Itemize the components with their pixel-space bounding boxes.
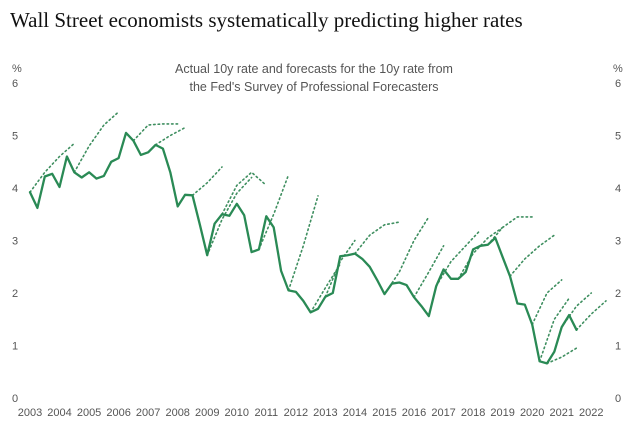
x-tick-2014: 2014 [343,407,367,419]
forecast-line-21 [546,347,578,365]
x-tick-2010: 2010 [225,407,249,419]
y-tick-right-4: 4 [615,183,621,195]
x-tick-2007: 2007 [136,407,160,419]
forecast-line-6 [206,176,253,256]
y-tick-right-1: 1 [615,341,621,353]
forecast-line-5 [191,166,223,197]
forecast-line-19 [531,279,563,326]
y-axis-right: 0 1 2 3 4 5 6 [615,78,621,405]
x-tick-2019: 2019 [490,407,514,419]
forecast-line-1 [29,142,76,193]
x-tick-2021: 2021 [549,407,573,419]
forecast-line-14 [413,245,445,299]
y-tick-right-3: 3 [615,236,621,248]
forecast-line-12 [354,221,401,255]
y-unit-right: % [613,63,623,75]
forecast-line-3 [132,123,179,142]
x-tick-2020: 2020 [520,407,544,419]
x-tick-2017: 2017 [431,407,455,419]
forecast-line-18 [509,234,556,278]
forecast-line-2 [73,111,120,174]
forecast-line-11 [324,239,356,298]
x-tick-2015: 2015 [372,407,396,419]
x-tick-2008: 2008 [165,407,189,419]
x-tick-2022: 2022 [579,407,603,419]
x-tick-2013: 2013 [313,407,337,419]
y-tick-left-1: 1 [12,341,18,353]
x-tick-2011: 2011 [254,407,278,419]
x-tick-2016: 2016 [402,407,426,419]
forecast-lines [29,111,607,365]
x-tick-2012: 2012 [284,407,308,419]
forecast-line-23 [575,300,607,331]
y-unit-left: % [12,63,22,75]
x-tick-2005: 2005 [77,407,101,419]
forecast-line-10 [309,263,342,314]
y-tick-right-5: 5 [615,131,621,143]
forecast-line-7 [221,171,268,216]
chart-title: Wall Street economists systematically pr… [10,8,523,32]
forecast-line-8 [258,174,290,251]
forecast-line-15 [435,229,482,288]
actual-rate-line-group [28,131,578,365]
forecast-line-13 [383,216,430,295]
y-tick-left-2: 2 [12,288,18,300]
x-tick-2018: 2018 [461,407,485,419]
y-tick-left-6: 6 [12,78,18,90]
x-axis: 2003 2004 2005 2006 2007 2008 2009 2010 2011 2012… [18,407,604,419]
forecast-line-4 [154,126,186,146]
y-tick-right-6: 6 [615,78,621,90]
forecast-line-17 [487,216,534,246]
forecast-line-20 [538,297,570,363]
y-axis-left: 0 1 2 3 4 5 6 [12,78,18,405]
y-tick-right-0: 0 [615,393,621,405]
x-tick-2004: 2004 [47,407,71,419]
chart-subtitle-line-2: the Fed's Survey of Professional Forecas… [189,80,438,94]
y-tick-right-2: 2 [615,288,621,300]
y-tick-left-3: 3 [12,236,18,248]
x-tick-2003: 2003 [18,407,42,419]
y-tick-left-5: 5 [12,131,18,143]
x-tick-2006: 2006 [106,407,130,419]
forecast-line-9 [287,195,319,292]
y-tick-left-4: 4 [12,183,18,195]
x-tick-2009: 2009 [195,407,219,419]
actual-rate-line [28,131,578,365]
chart-subtitle-line-1: Actual 10y rate and forecasts for the 10… [175,62,453,76]
y-tick-left-0: 0 [12,393,18,405]
